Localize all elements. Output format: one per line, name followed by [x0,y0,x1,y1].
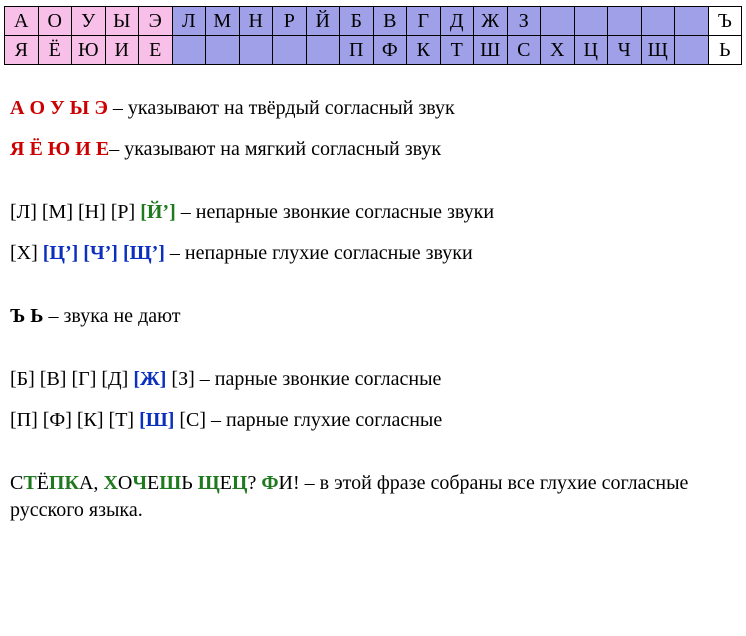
text-token: Т [23,472,36,494]
table-cell: Р [273,7,307,36]
text-token: Е [220,472,232,494]
table-cell: О [38,7,72,36]
text-token: [Й’] [140,201,176,223]
text-token: Ф [261,472,278,494]
table-cell [206,36,240,65]
paragraph: [Б] [В] [Г] [Д] [Ж] [З] – парные звонкие… [10,366,736,393]
text-token: [Ж] [133,368,166,390]
text-token: А О У Ы [10,97,89,119]
table-cell [675,7,709,36]
table-cell: Н [239,7,273,36]
text-token: П [49,472,65,494]
table-cell: Т [440,36,474,65]
text-token: [Б] [В] [Г] [Д] [10,368,133,390]
paragraph: [П] [Ф] [К] [Т] [Ш] [С] – парные глухие … [10,407,736,434]
paragraph: Я Ё Ю И Е– указывают на мягкий согласный… [10,136,736,163]
table-cell [273,36,307,65]
table-cell: Ц [574,36,608,65]
table-cell: Ш [474,36,508,65]
table-cell: Я [5,36,39,65]
table-cell [641,7,675,36]
table-cell: Ф [373,36,407,65]
table-cell: Щ [641,36,675,65]
table-cell: Ё [38,36,72,65]
text-token: Э [94,97,108,119]
table-cell: Ъ [708,7,742,36]
table-cell: И [105,36,139,65]
text-token: Х [103,472,117,494]
text-token: Ь [181,472,197,494]
text-content: А О У Ы Э – указывают на твёрдый согласн… [0,65,746,558]
table-row: ЯЁЮИЕ ПФКТШСХЦЧЩ Ь [5,36,742,65]
table-cell: Е [139,36,173,65]
text-token: Ё [37,472,49,494]
table-cell [172,36,206,65]
text-token: [З] – парные звонкие согласные [166,368,441,390]
table-cell: Д [440,7,474,36]
text-token: [П] [Ф] [К] [Т] [10,409,139,431]
paragraph: СТЁПКА, ХОЧЕШЬ ЩЕЦ? ФИ! – в этой фразе с… [10,470,736,524]
text-token: [Ц’] [Ч’] [Щ’] [43,242,165,264]
table-cell: Х [541,36,575,65]
table-cell: Б [340,7,374,36]
text-token: [Х] [10,242,43,264]
table-cell: Ю [72,36,106,65]
text-token: Ъ Ь [10,305,44,327]
table-cell: В [373,7,407,36]
text-token: Е [147,472,159,494]
table-cell [239,36,273,65]
paragraph: [Л] [М] [Н] [Р] [Й’] – непарные звонкие … [10,199,736,226]
text-token: И! [279,472,305,494]
text-token: – звука не дают [44,305,181,327]
table-cell: К [407,36,441,65]
table-cell: С [507,36,541,65]
text-token: [С] – парные глухие согласные [174,409,442,431]
table-cell [541,7,575,36]
table-cell: Г [407,7,441,36]
table-cell: У [72,7,106,36]
text-token: К [64,472,79,494]
table-cell: Ы [105,7,139,36]
table-cell: Ж [474,7,508,36]
text-token: Щ [198,472,220,494]
text-token: О [118,472,132,494]
text-token: – непарные звонкие согласные звуки [176,201,494,223]
table-cell [574,7,608,36]
table-cell: Л [172,7,206,36]
table-cell: Э [139,7,173,36]
alphabet-table: АОУЫЭЛМНРЙБВГДЖЗ Ъ ЯЁЮИЕ ПФКТШСХЦЧЩ Ь [4,6,742,65]
table-cell: З [507,7,541,36]
table-cell: Ь [708,36,742,65]
text-token: С [10,472,23,494]
text-token: – указывают на твёрдый согласный звук [108,97,455,119]
text-token: – указывают на мягкий согласный звук [109,138,441,160]
text-token: Ч [132,472,147,494]
text-token: ? [247,472,261,494]
table-cell: П [340,36,374,65]
table-cell [608,7,642,36]
paragraph: [Х] [Ц’] [Ч’] [Щ’] – непарные глухие сог… [10,240,736,267]
table-cell: М [206,7,240,36]
table-cell: Ч [608,36,642,65]
table-cell [306,36,340,65]
table-cell [675,36,709,65]
paragraph: А О У Ы Э – указывают на твёрдый согласн… [10,95,736,122]
text-token: Ц [232,472,248,494]
paragraph: Ъ Ь – звука не дают [10,303,736,330]
text-token: А, [79,472,103,494]
text-token: Я Ё Ю И Е [10,138,109,160]
text-token: Ш [159,472,181,494]
text-token: – непарные глухие согласные звуки [165,242,473,264]
table-cell: А [5,7,39,36]
text-token: [Л] [М] [Н] [Р] [10,201,140,223]
table-cell: Й [306,7,340,36]
table-row: АОУЫЭЛМНРЙБВГДЖЗ Ъ [5,7,742,36]
text-token: [Ш] [139,409,174,431]
alphabet-table-wrap: АОУЫЭЛМНРЙБВГДЖЗ Ъ ЯЁЮИЕ ПФКТШСХЦЧЩ Ь [0,0,746,65]
